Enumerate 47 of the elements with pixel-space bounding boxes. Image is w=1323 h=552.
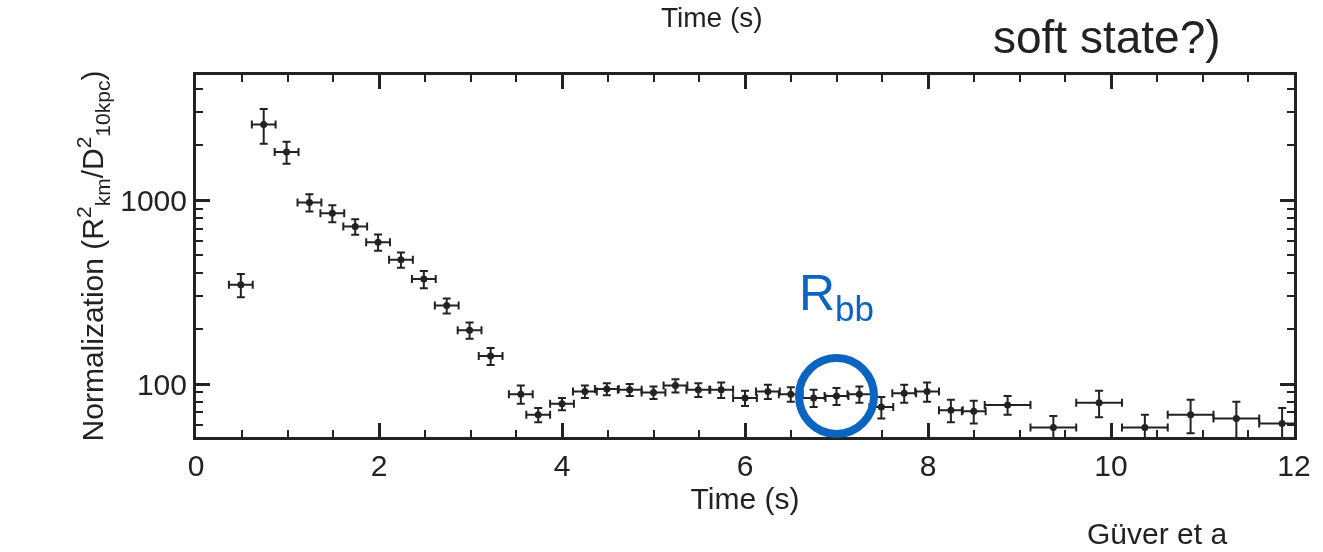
point [810, 394, 818, 402]
point [1095, 399, 1103, 407]
point [717, 386, 725, 394]
point [260, 121, 268, 129]
point [694, 386, 702, 394]
point [283, 148, 291, 156]
point [466, 326, 474, 334]
point [374, 238, 382, 246]
annotation: R$_{bb}$ [799, 265, 875, 328]
point [1232, 414, 1240, 422]
x-tick-label: 2 [370, 449, 388, 482]
point [877, 403, 885, 411]
point [517, 390, 525, 398]
text: Güver et a [1087, 517, 1228, 550]
point [351, 223, 359, 231]
point [237, 281, 245, 289]
x-tick-label: 8 [919, 449, 937, 482]
point [855, 390, 863, 398]
point [1187, 411, 1195, 419]
point [1278, 419, 1286, 427]
point [787, 390, 795, 398]
y-tick-label: 100 [136, 367, 187, 401]
point [420, 275, 428, 283]
x-tick-label: 10 [1094, 449, 1128, 482]
x-axis-title: Time (s) [690, 482, 800, 515]
point [443, 302, 451, 310]
point [487, 352, 495, 360]
x-tick-label: 12 [1277, 449, 1311, 482]
point [900, 389, 908, 397]
point [1004, 401, 1012, 409]
point [947, 406, 955, 414]
x-tick-label: 4 [553, 449, 571, 482]
point [741, 394, 749, 402]
point [1049, 424, 1057, 432]
y-tick-label: 1000 [120, 183, 187, 217]
point [328, 209, 336, 217]
point [534, 411, 542, 419]
point [397, 256, 405, 264]
point [970, 407, 978, 415]
x-tick-label: 6 [736, 449, 754, 482]
point [1141, 424, 1149, 432]
x-tick-label: 0 [187, 449, 205, 482]
point [305, 198, 313, 206]
text: soft state?) [993, 11, 1221, 63]
text: Time (s) [661, 2, 763, 33]
point [764, 388, 772, 396]
point [923, 388, 931, 396]
